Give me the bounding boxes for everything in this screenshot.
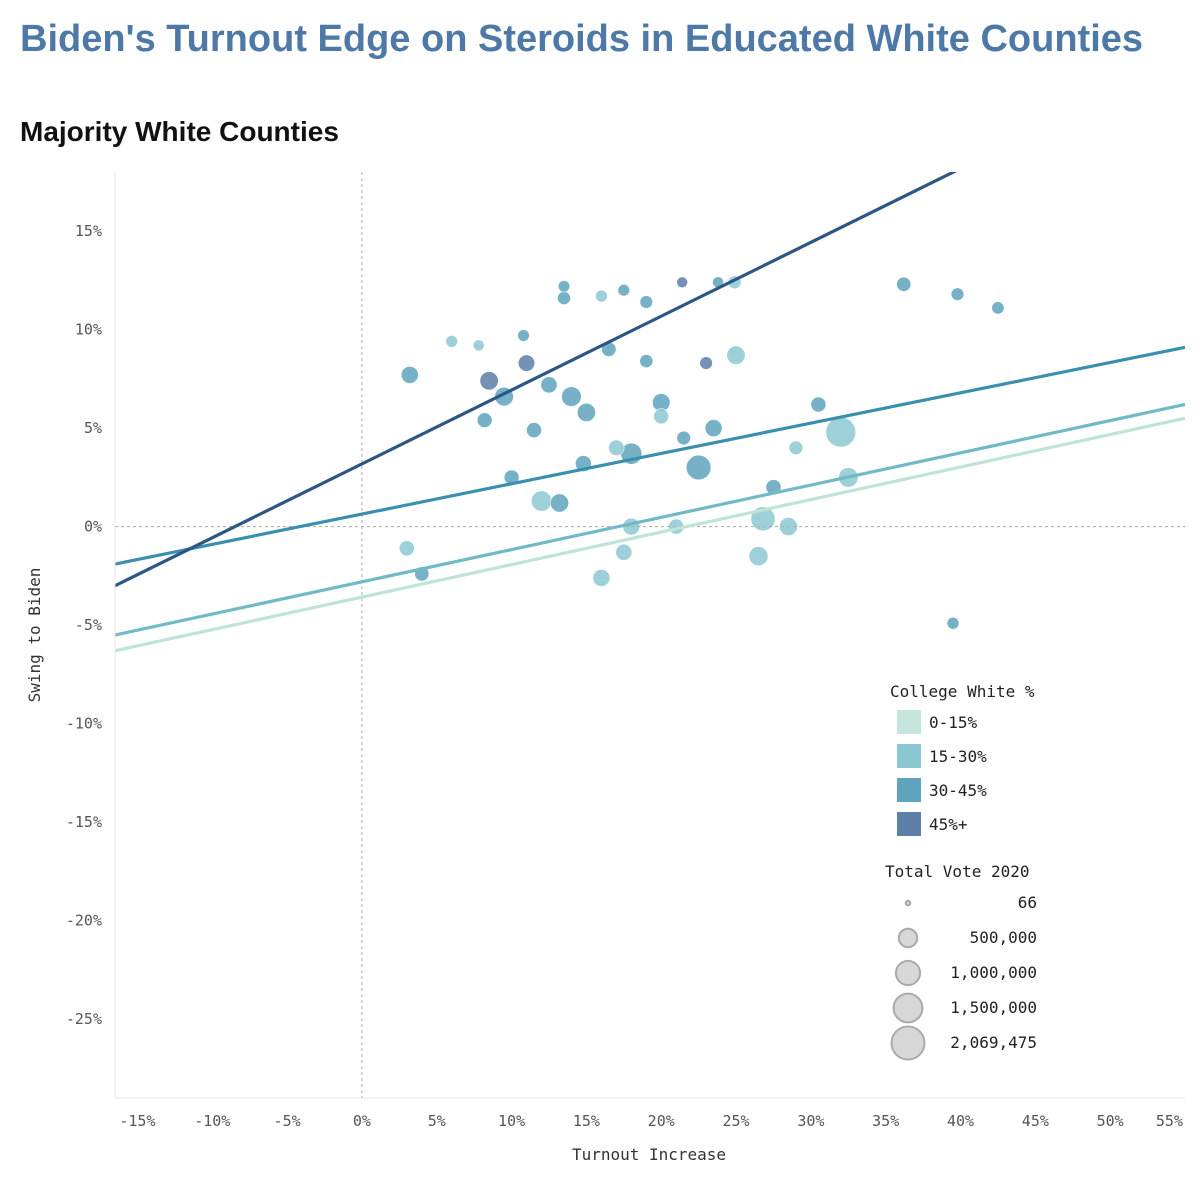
data-point (608, 439, 625, 456)
size-legend-circle (894, 959, 922, 987)
legend: College White % Total Vote 2020 0-15% 15-… (885, 682, 1037, 1061)
trend-line (115, 345, 1185, 566)
scatter-points (398, 275, 1005, 630)
x-tick-label: 30% (797, 1112, 824, 1130)
data-point (526, 422, 542, 438)
size-legend-title: Total Vote 2020 (885, 862, 1030, 881)
x-tick-label: 35% (872, 1112, 899, 1130)
x-axis-title: Turnout Increase (572, 1145, 726, 1164)
data-point (676, 276, 689, 289)
color-legend-label: 15-30% (929, 747, 987, 766)
size-legend-label: 66 (1018, 893, 1037, 912)
x-tick-label: 50% (1097, 1112, 1124, 1130)
y-tick-label: 0% (84, 518, 102, 536)
y-axis-title: Swing to Biden (25, 568, 44, 703)
color-legend-title: College White % (890, 682, 1035, 701)
color-legend-swatch (897, 812, 921, 836)
data-point (950, 287, 965, 301)
data-point (540, 376, 558, 394)
trend-line (115, 172, 958, 588)
color-legend-label: 30-45% (929, 781, 987, 800)
y-tick-label: -25% (66, 1010, 102, 1028)
data-point (896, 276, 912, 292)
data-point (825, 416, 857, 448)
data-point (639, 295, 653, 309)
color-legend-swatch (897, 710, 921, 734)
chart-title: Biden's Turnout Edge on Steroids in Educ… (20, 18, 1144, 60)
size-legend-label: 1,000,000 (950, 963, 1037, 982)
y-tick-label: -10% (66, 715, 102, 733)
data-point (549, 493, 569, 513)
y-tick-label: 15% (75, 222, 102, 240)
size-legend-label: 500,000 (970, 928, 1037, 947)
trend-line (115, 416, 1185, 653)
data-point (653, 408, 670, 425)
x-tick-label: 20% (648, 1112, 675, 1130)
data-point (595, 289, 608, 303)
data-point (592, 569, 611, 587)
y-tick-label: 10% (75, 321, 102, 339)
data-point (788, 440, 804, 455)
size-legend-label: 1,500,000 (950, 998, 1037, 1017)
x-tick-label: 40% (947, 1112, 974, 1130)
chart-subtitle: Majority White Counties (20, 116, 339, 147)
x-tick-label: -5% (274, 1112, 301, 1130)
data-point (685, 454, 712, 481)
size-legend-circle (897, 927, 919, 949)
data-point (810, 396, 827, 413)
data-point (991, 301, 1005, 315)
data-point (530, 490, 552, 512)
x-tick-label: -10% (194, 1112, 230, 1130)
data-point (445, 335, 459, 348)
reference-lines (115, 172, 1185, 1098)
data-point (398, 540, 415, 557)
color-legend-label: 45%+ (929, 815, 968, 834)
data-point (476, 412, 493, 429)
y-tick-label: -15% (66, 813, 102, 831)
x-tick-label: 45% (1022, 1112, 1049, 1130)
data-point (557, 280, 571, 293)
data-point (400, 365, 419, 384)
trend-line (115, 402, 1185, 637)
data-point (615, 543, 633, 561)
data-point (676, 430, 691, 446)
data-point (517, 354, 536, 372)
data-point (557, 291, 571, 305)
x-tick-label: -15% (119, 1112, 155, 1130)
color-legend-swatch (897, 744, 921, 768)
x-tick-label: 25% (723, 1112, 750, 1130)
data-point (639, 354, 654, 368)
size-legend-circle (890, 1025, 926, 1061)
y-tick-label: -20% (66, 912, 102, 930)
data-point (517, 329, 530, 342)
size-legend-circle (904, 899, 912, 907)
x-tick-label: 10% (498, 1112, 525, 1130)
x-tick-label: 5% (428, 1112, 446, 1130)
color-legend-label: 0-15% (929, 713, 978, 732)
data-point (472, 339, 485, 352)
axes: -15% -10% -5% 0% 5% 10% 15% 20% 25% 30% 35% 40% 45% 5… (66, 172, 1185, 1130)
data-point (726, 345, 746, 365)
data-point (748, 546, 769, 567)
size-legend-label: 2,069,475 (950, 1033, 1037, 1052)
data-point (699, 356, 713, 370)
data-point (561, 386, 582, 407)
x-tick-label: 55% (1156, 1112, 1183, 1130)
x-tick-label: 0% (353, 1112, 371, 1130)
x-tick-label: 15% (573, 1112, 600, 1130)
size-legend-circle (892, 992, 924, 1024)
color-legend-swatch (897, 778, 921, 802)
data-point (704, 419, 723, 438)
data-point (576, 402, 596, 422)
y-tick-label: 5% (84, 419, 102, 437)
data-point (946, 616, 960, 630)
data-point (479, 371, 499, 391)
y-tick-label: -5% (75, 616, 102, 634)
data-point (617, 284, 630, 297)
trend-lines (115, 172, 1185, 653)
